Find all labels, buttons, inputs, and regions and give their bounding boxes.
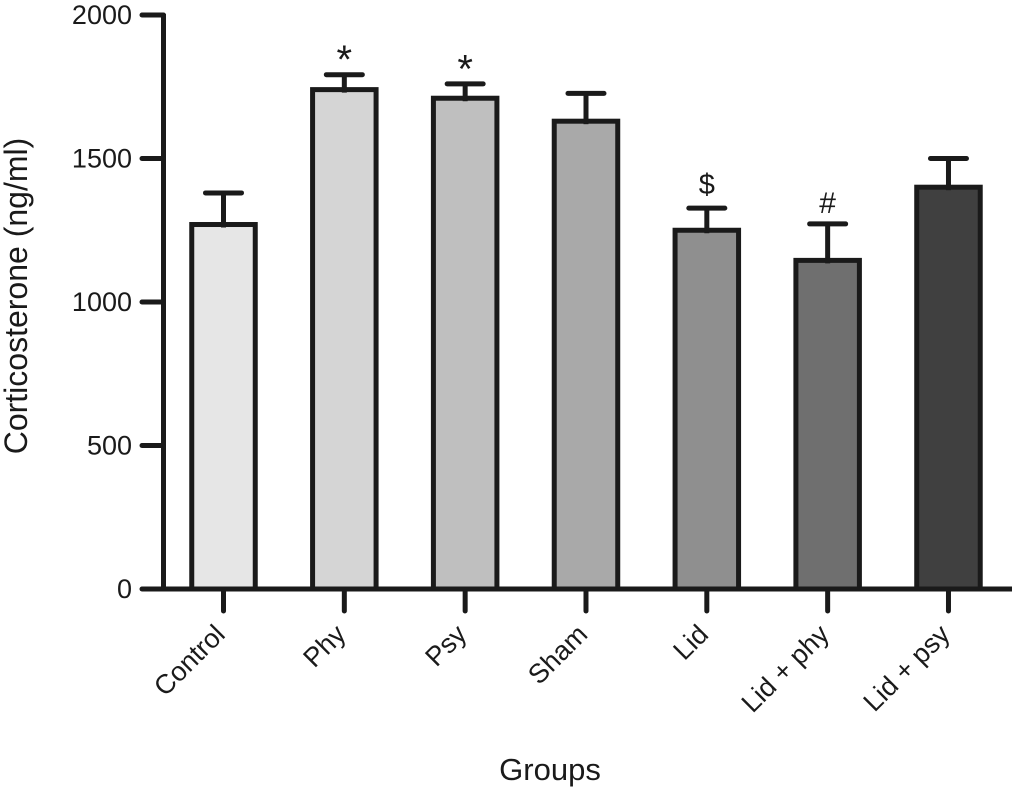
bar-psy — [430, 95, 500, 592]
x-tick-label: Lid — [667, 619, 714, 666]
y-axis: 0 500 1000 1500 2000 — [72, 0, 166, 604]
bar-lid-phy — [793, 257, 862, 592]
y-tick-label: 1000 — [72, 287, 132, 317]
bars-group — [189, 87, 983, 592]
bar-control — [189, 222, 258, 592]
significance-marker: * — [457, 47, 473, 91]
significance-marker: * — [337, 38, 353, 82]
y-tick-label: 0 — [117, 574, 132, 604]
x-tick-label: Psy — [419, 619, 472, 672]
bar-lid-psy — [914, 184, 983, 592]
significance-marker: $ — [699, 169, 715, 201]
error-bars-group — [203, 72, 969, 264]
y-tick-label: 2000 — [72, 0, 132, 30]
x-axis: Control Phy Psy Sham Lid Lid + phy Lid + psy — [148, 586, 1012, 719]
x-tick-label: Lid + psy — [858, 619, 957, 718]
y-tick-label: 500 — [87, 431, 132, 461]
bar-lid — [672, 227, 742, 592]
y-axis-title: Corticosterone (ng/ml) — [0, 138, 34, 455]
x-tick-label: Control — [148, 619, 231, 702]
annotations-group: * * $ # — [337, 38, 837, 220]
x-tick-label: Phy — [297, 619, 351, 673]
axis-labels-group: Corticosterone (ng/ml) Groups — [0, 138, 601, 787]
bar-sham — [551, 118, 621, 592]
significance-marker: # — [819, 187, 836, 220]
y-tick-label: 1500 — [72, 144, 132, 174]
x-tick-label: Sham — [522, 619, 593, 690]
bar-phy — [310, 87, 379, 592]
x-axis-title: Groups — [499, 752, 601, 787]
x-tick-label: Lid + phy — [736, 619, 836, 719]
